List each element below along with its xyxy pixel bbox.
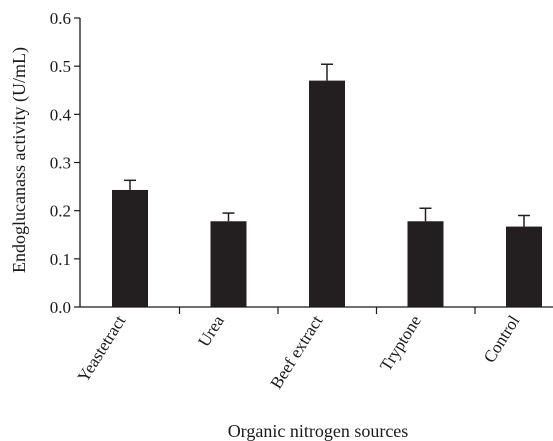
x-ticks-group: Yeastetract Urea Beef extract Tryptone Contr…	[74, 307, 524, 392]
y-tick-label: 0.1	[50, 250, 71, 269]
y-tick-label: 0.6	[50, 9, 71, 28]
x-tick-label: Tryptone	[376, 312, 425, 374]
bar	[407, 221, 444, 307]
bar	[210, 221, 247, 307]
x-tick-label: Beef extract	[267, 312, 327, 392]
bar	[506, 226, 542, 307]
y-axis-label: Endoglucanass activity (U/mL)	[9, 47, 30, 273]
x-tick-label: Yeastetract	[74, 312, 130, 386]
x-tick-label: Control	[480, 312, 524, 366]
y-ticks-group: 0.0 0.1 0.2 0.3 0.4 0.5 0.6	[50, 9, 80, 317]
x-tick-label: Urea	[194, 312, 228, 350]
y-tick-label: 0.0	[50, 298, 71, 317]
y-tick-label: 0.3	[50, 154, 71, 173]
bars-group	[112, 80, 542, 307]
error-bars-group	[124, 63, 530, 227]
x-axis-label: Organic nitrogen sources	[228, 421, 409, 441]
y-tick-label: 0.2	[50, 202, 71, 221]
bar	[309, 80, 345, 307]
y-tick-label: 0.4	[50, 105, 72, 124]
y-tick-label: 0.5	[50, 57, 71, 76]
bar	[112, 189, 148, 307]
